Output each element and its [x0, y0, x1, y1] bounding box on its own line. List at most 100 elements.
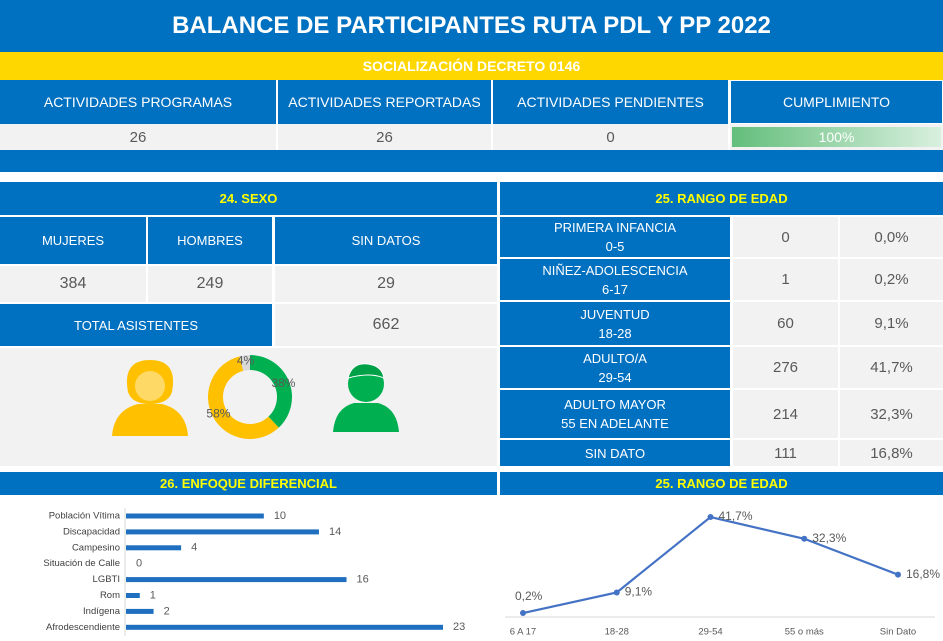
- line-value: 16,8%: [906, 567, 940, 581]
- age-label: NIÑEZ-ADOLESCENCIA 6-17: [500, 259, 730, 300]
- age-count: 0: [733, 217, 838, 257]
- bar-value: 10: [274, 510, 286, 522]
- age-label-line: 0-5: [605, 239, 625, 254]
- age-label-line: 18-28: [598, 325, 632, 341]
- bar-category: LGBTI: [93, 574, 120, 585]
- line-point: [801, 535, 808, 542]
- line-value: 0,2%: [515, 589, 543, 603]
- section-title: 25. RANGO DE EDAD: [500, 182, 943, 215]
- age-label-line: JUVENTUD: [580, 306, 650, 322]
- bar-category: Situación de Calle: [43, 558, 120, 569]
- age-label: ADULTO/A 29-54: [500, 347, 730, 388]
- line-point: [707, 514, 714, 521]
- donut-segment: [239, 355, 250, 371]
- x-tick-label: 6 A 17: [510, 627, 536, 638]
- age-label: SIN DATO: [500, 440, 730, 466]
- age-label-line: SIN DATO: [584, 445, 646, 461]
- summary-header: ACTIVIDADES REPORTADAS: [278, 80, 491, 124]
- bar: [126, 513, 264, 519]
- progress-cell: 100%: [730, 124, 943, 150]
- sexo-header: MUJERES: [0, 217, 146, 264]
- age-percent: 9,1%: [840, 302, 943, 345]
- line-value: 32,3%: [812, 531, 846, 545]
- bar-value: 4: [191, 542, 197, 554]
- total-value: 662: [275, 304, 497, 346]
- age-label: JUVENTUD 18-28: [500, 302, 730, 345]
- age-label-line: NIÑEZ-ADOLESCENCIA: [542, 262, 688, 278]
- bar-value: 23: [453, 621, 465, 633]
- summary-value: 0: [493, 124, 728, 150]
- age-label-line: 6-17: [601, 281, 629, 297]
- age-count: 111: [733, 440, 838, 466]
- bar-category: Indígena: [83, 606, 121, 617]
- age-label-line: ADULTO/A: [583, 350, 647, 366]
- age-count: 276: [733, 347, 838, 388]
- bar-value: 2: [164, 605, 170, 617]
- section-title: 25. RANGO DE EDAD: [500, 472, 943, 495]
- line-point: [520, 610, 526, 617]
- bar-category: Rom: [100, 590, 120, 601]
- bar: [126, 529, 319, 535]
- summary-value: 26: [0, 124, 276, 150]
- bar-category: Discapacidad: [63, 526, 120, 537]
- donut-label: 58%: [206, 407, 230, 421]
- sexo-value: 29: [275, 266, 497, 302]
- age-label-line: PRIMERA INFANCIA: [553, 220, 677, 235]
- sexo-value: 249: [148, 266, 272, 302]
- age-label-line: 29-54: [598, 369, 632, 385]
- progress-label: 100%: [818, 129, 855, 145]
- donut-label: 4%: [237, 353, 255, 367]
- age-count: 60: [733, 302, 838, 345]
- age-percent: 0,2%: [840, 259, 943, 300]
- x-tick-label: 55 o más: [785, 627, 824, 638]
- bar-value: 0: [136, 558, 142, 570]
- line-point: [895, 571, 901, 578]
- age-count: 214: [733, 390, 838, 438]
- line-point: [613, 589, 620, 596]
- age-percent: 0,0%: [840, 217, 943, 257]
- sexo-value: 384: [0, 266, 146, 302]
- age-label-line: ADULTO MAYOR: [564, 397, 666, 412]
- age-label: PRIMERA INFANCIA 0-5: [500, 217, 730, 257]
- age-label-line: 55 EN ADELANTE: [561, 416, 669, 431]
- summary-header: ACTIVIDADES PENDIENTES: [493, 80, 728, 124]
- woman-icon: [112, 360, 188, 436]
- donut-segment: [250, 355, 293, 428]
- age-count: 1: [733, 259, 838, 300]
- bar-category: Campesino: [72, 542, 120, 553]
- bar-value: 1: [150, 589, 156, 601]
- bar-category: Población Vítima: [49, 511, 121, 522]
- section-title: 24. SEXO: [0, 182, 497, 215]
- bar-value: 16: [357, 574, 369, 586]
- age-label: ADULTO MAYOR 55 EN ADELANTE: [500, 390, 730, 438]
- subtitle: SOCIALIZACIÓN DECRETO 0146: [0, 52, 943, 80]
- sexo-header: HOMBRES: [148, 217, 272, 264]
- x-tick-label: 29-54: [698, 627, 722, 638]
- summary-value: 26: [278, 124, 491, 150]
- age-percent: 16,8%: [840, 440, 943, 466]
- man-icon: [333, 363, 399, 432]
- bar-value: 14: [329, 526, 341, 538]
- age-percent: 32,3%: [840, 390, 943, 438]
- age-percent: 41,7%: [840, 347, 943, 388]
- section-title: 26. ENFOQUE DIFERENCIAL: [0, 472, 497, 495]
- band: [0, 150, 943, 172]
- donut-label: 38%: [271, 376, 295, 390]
- total-label: TOTAL ASISTENTES: [0, 304, 272, 346]
- bar: [126, 545, 182, 551]
- donut-segment: [208, 356, 279, 440]
- summary-header: CUMPLIMIENTO: [730, 80, 943, 124]
- bar: [126, 577, 347, 583]
- bar: [126, 624, 443, 630]
- progress-bar: [732, 127, 941, 147]
- x-tick-label: 18-28: [605, 627, 629, 638]
- bar: [126, 593, 140, 598]
- line-value: 41,7%: [719, 509, 753, 523]
- bar: [126, 608, 154, 614]
- sexo-header: SIN DATOS: [275, 217, 497, 264]
- line-value: 9,1%: [625, 585, 653, 599]
- summary-header: ACTIVIDADES PROGRAMAS: [0, 80, 276, 124]
- bar-category: Afrodescendiente: [46, 622, 120, 633]
